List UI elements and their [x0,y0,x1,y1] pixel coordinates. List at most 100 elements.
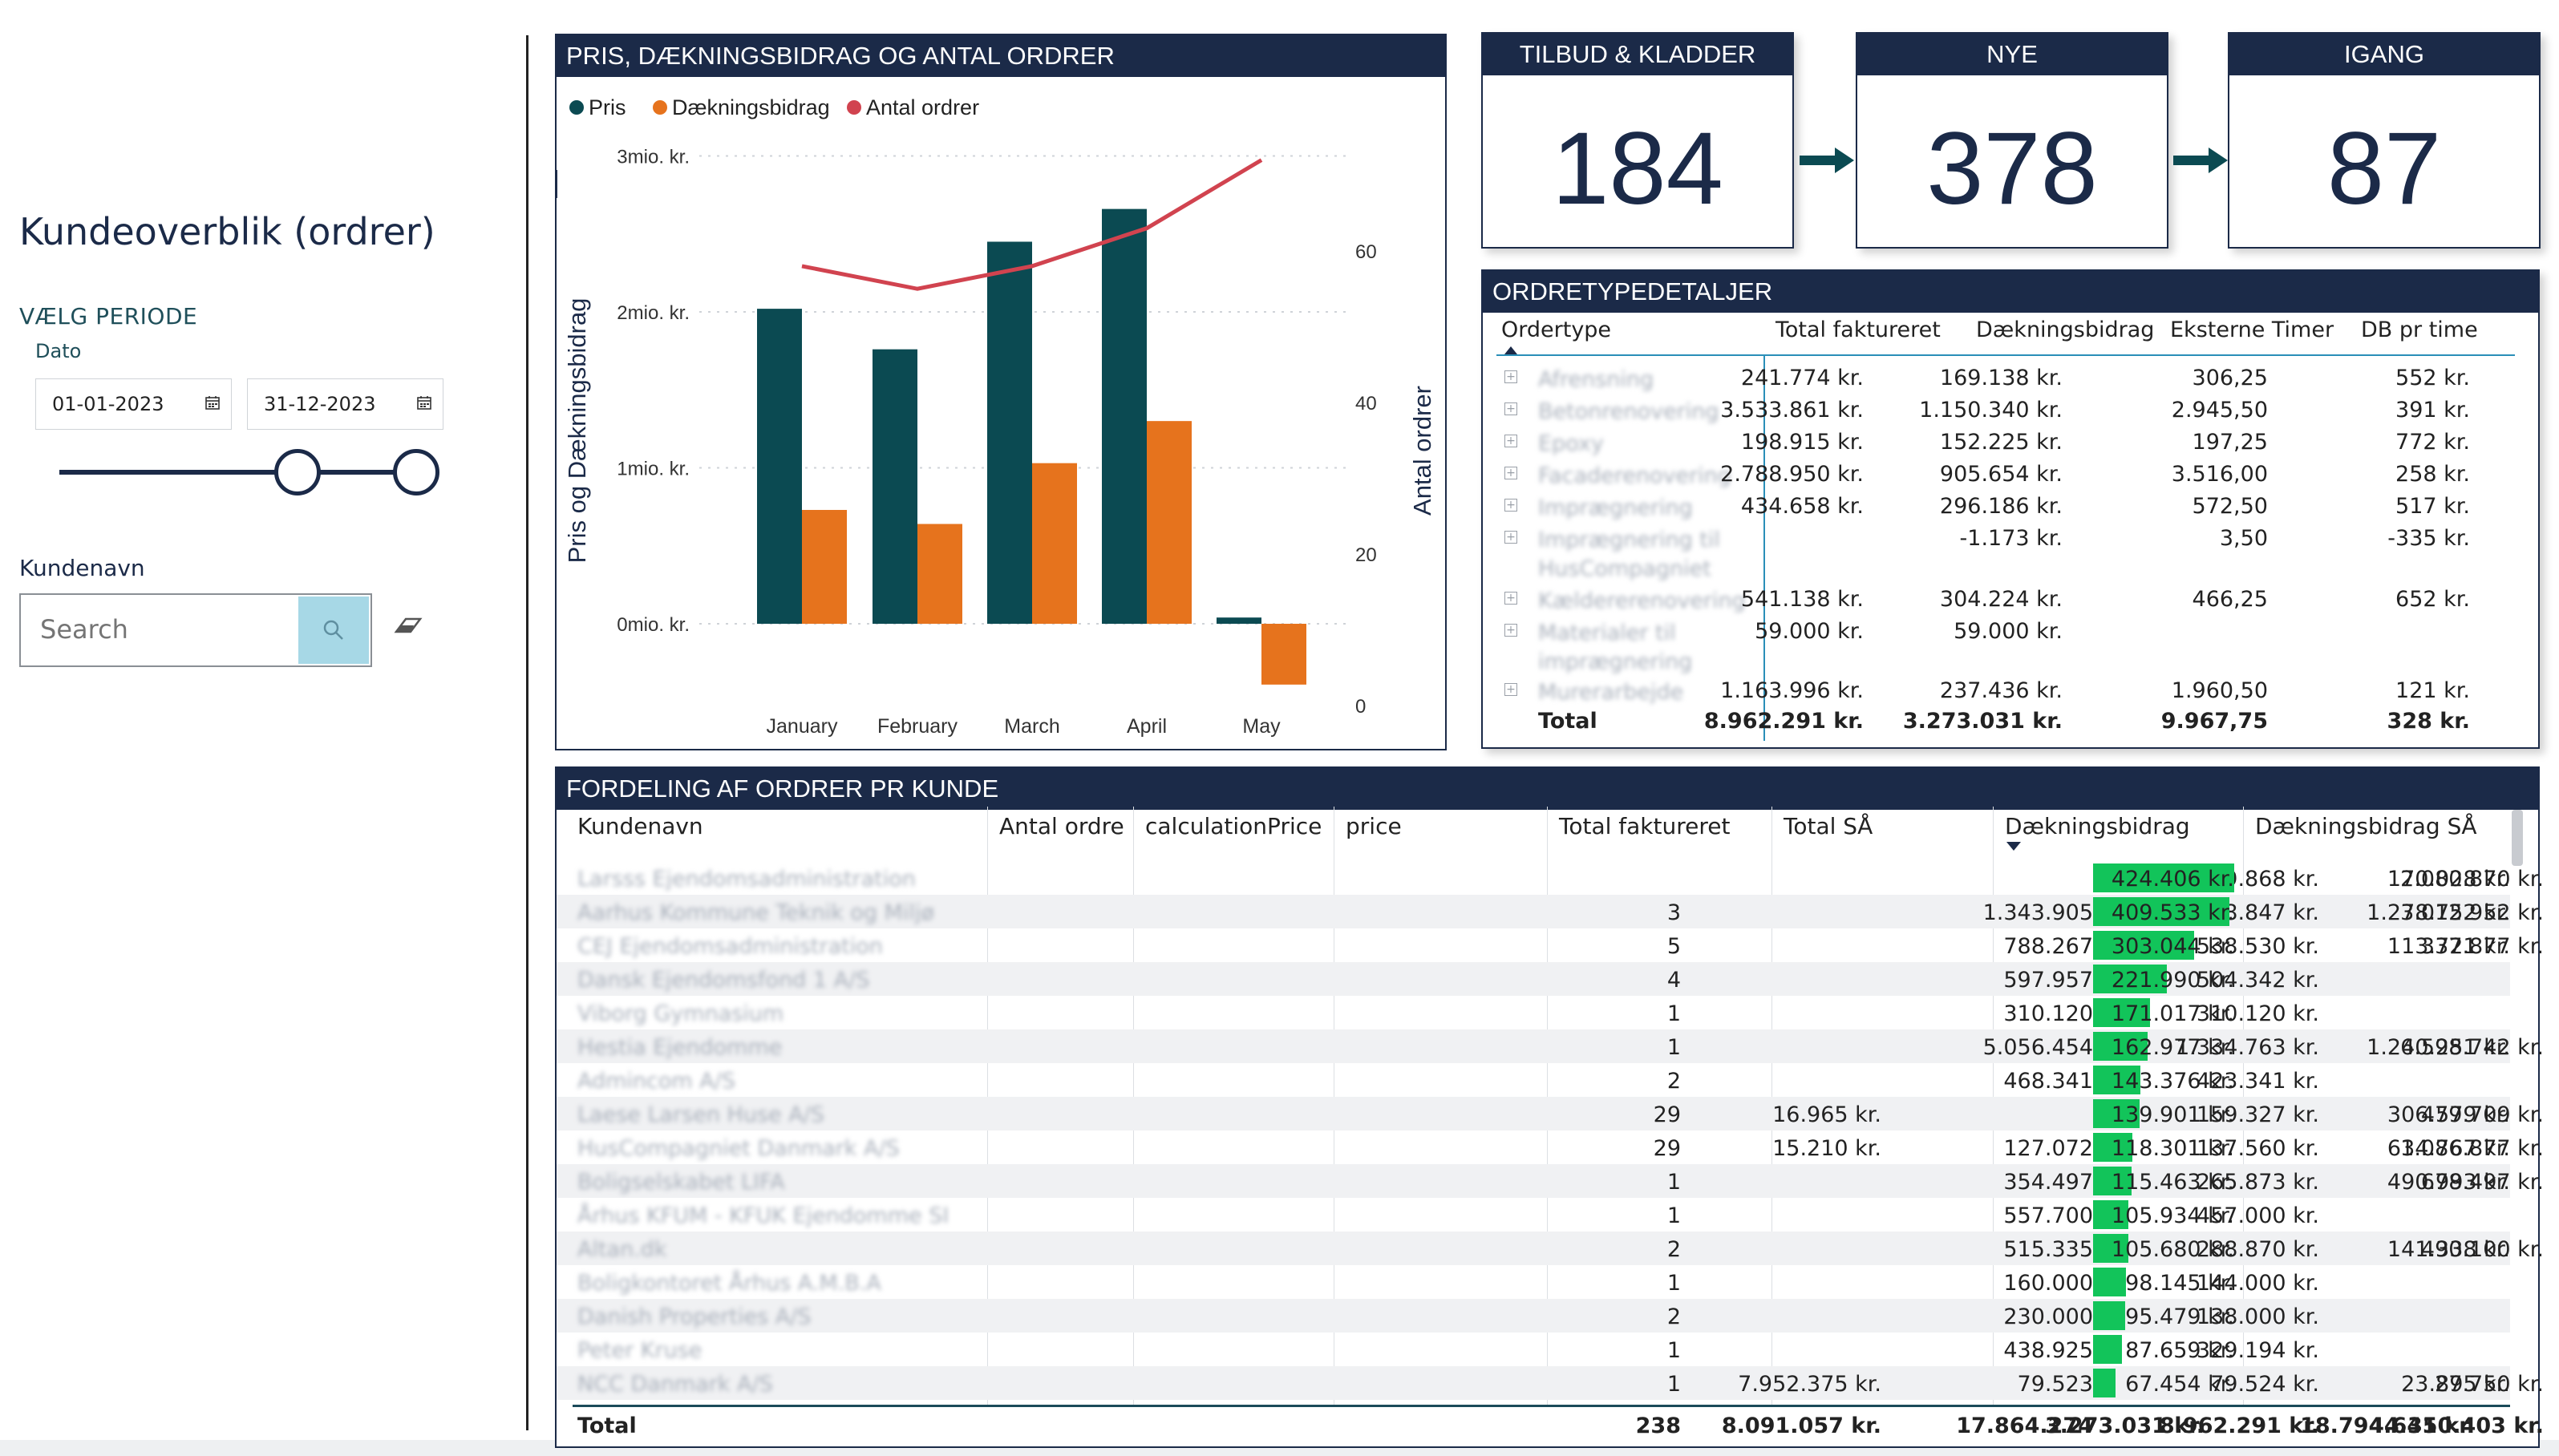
customer-row[interactable]: Larsss Ejendomsadministration 459.868 kr.… [557,861,2544,895]
ordertype-row[interactable]: + Materialer til imprægnering 59.000 kr. 59… [1484,619,2513,678]
customer-price: 468.341 [2003,1069,2093,1094]
ct-header-price[interactable]: price [1346,813,1402,839]
ordertype-total: 3.533.861 kr. [1720,398,1864,423]
ordertype-total: 59.000 kr. [1755,619,1864,644]
ordertype-header-type[interactable]: Ordertype [1501,317,1612,342]
eraser-icon[interactable] [393,613,425,637]
expand-icon[interactable]: + [1504,531,1517,544]
ordertype-row[interactable]: + Murerarbejde 1.163.996 kr. 237.436 kr. 1.9… [1484,678,2513,710]
date-to-input[interactable]: 31-12-2023 [247,378,443,430]
customer-price: 310.120 [2003,1001,2093,1026]
ordertype-row[interactable]: + Betonrenovering 3.533.861 kr. 1.150.340 k… [1484,398,2513,430]
sort-down-icon[interactable] [2006,842,2021,851]
expand-icon[interactable]: + [1504,499,1517,512]
customer-row[interactable]: Admincom A/S 2 468.341 423.341 kr. 143.376 k… [557,1063,2510,1097]
customer-price: 79.523 [2017,1372,2093,1397]
total-label: Total [1538,709,1597,734]
ordertype-hours: 3.516,00 [2171,462,2268,487]
ordertype-title: ORDRETYPEDETALJER [1483,271,2538,313]
calendar-icon[interactable] [417,395,431,410]
ordertype-header-hours[interactable]: Eksterne Timer [2170,317,2334,342]
calendar-icon[interactable] [205,395,220,410]
expand-icon[interactable]: + [1504,435,1517,447]
customer-row[interactable]: Aarhus Kommune Teknik og Miljø 3 1.343.905… [557,895,2544,928]
x-tick-label: May [1242,715,1281,738]
kpi-value: 87 [2326,111,2442,226]
ct-header-dbsa[interactable]: Dækningsbidrag SÅ [2255,813,2477,839]
customer-row[interactable]: Altan.dk 2 515.335 288.870 kr. 490.100 kr. 10… [557,1232,2544,1265]
table-scrollbar[interactable] [2512,810,2523,866]
customer-row[interactable]: NCC Danmark A/S 1 7.952.375 kr. 79.523 79.52… [557,1366,2544,1400]
legend-label: Pris [589,95,626,119]
customer-dbsa: 306.579 kr. [2387,1102,2510,1127]
ordertype-row[interactable]: + Epoxy 198.915 kr. 152.225 kr. 197,25 772 kr… [1484,430,2513,462]
expand-icon[interactable]: + [1504,370,1517,383]
ordertype-row[interactable]: + Afrensning 241.774 kr. 169.138 kr. 306,25 5… [1484,366,2513,398]
kpi-label: NYE [1857,34,2167,75]
ordertype-dbh: 552 kr. [2395,366,2470,390]
customer-row[interactable]: CEJ Ejendomsadministration 5 788.267 538.53… [557,928,2544,962]
ct-total-line [573,1405,2510,1407]
expand-icon[interactable]: + [1504,624,1517,637]
ct-header-count[interactable]: Antal ordre [999,813,1124,839]
ordertype-total-row: Total 8.962.291 kr. 3.273.031 kr. 9.967,… [1484,709,2513,741]
ct-header-total[interactable]: Total faktureret [1559,813,1731,839]
customer-row[interactable]: Viborg Gymnasium 1 310.120 310.120 kr. 171.0… [557,996,2510,1029]
date-slider-end-handle[interactable] [393,449,439,495]
customer-row[interactable]: Boligkontoret Århus A.M.B.A 1 160.000 144.0… [557,1265,2510,1299]
ordertype-db: 152.225 kr. [1939,430,2063,455]
customer-row[interactable]: Århus KFUM - KFUK Ejendomme SI 1 557.700 45… [557,1198,2510,1232]
search-button[interactable] [298,597,369,664]
customer-row[interactable]: HusCompagniet Danmark A/S 29 15.210 kr. 127… [557,1130,2544,1164]
customer-price: 354.497 [2003,1170,2093,1195]
customer-row[interactable]: Hestia Ejendomme 1 5.056.454 1.334.763 kr. 6… [557,1029,2544,1063]
expand-icon[interactable]: + [1504,592,1517,605]
customer-row[interactable]: Boligselskabet LIFA 1 354.497 265.873 kr. 67… [557,1164,2544,1198]
expand-icon[interactable]: + [1504,402,1517,415]
y2-tick-label: 60 [1355,241,1377,263]
customer-total: 138.000 kr. [2196,1304,2319,1329]
customer-row[interactable]: Peter Kruse 1 438.925 329.194 kr. 87.659 kr. [557,1333,2510,1366]
sort-up-icon[interactable] [1504,346,1517,354]
total-db: 3.273.031 kr. [1902,709,2063,734]
ordertype-name: Imprægnering til HusCompagniet [1538,528,1720,581]
ordertype-hours: 3,50 [2219,526,2268,551]
ordertype-row[interactable]: + Facaderenovering 2.788.950 kr. 905.654 kr… [1484,462,2513,494]
customer-price: 597.957 [2003,968,2093,993]
kpi-label: IGANG [2229,34,2539,75]
date-slider-track[interactable] [59,470,417,475]
legend-label: Dækningsbidrag [672,95,830,119]
total-dbsa: 18.794.641 kr. [2300,1414,2475,1438]
customer-name: NCC Danmark A/S [577,1372,773,1397]
ordertype-row[interactable]: + Imprægnering 434.658 kr. 296.186 kr. 572,5… [1484,494,2513,526]
db-databar [2093,1099,2140,1128]
ordertype-row[interactable]: + Imprægnering til HusCompagniet -1.173 kr… [1484,526,2513,587]
ct-header-name[interactable]: Kundenavn [577,813,703,839]
date-slider-start-handle[interactable] [274,449,321,495]
ordertype-name: Imprægnering [1538,495,1693,520]
ct-header-db[interactable]: Dækningsbidrag [2005,813,2190,839]
customer-db: 162.977 kr. [2111,1035,2234,1060]
expand-icon[interactable]: + [1504,467,1517,479]
customer-row[interactable]: Laese Larsen Huse A/S 29 16.965 kr. 159.327… [557,1097,2544,1130]
ordertype-row[interactable]: + Kældererenovering 541.138 kr. 304.224 kr.… [1484,587,2513,619]
customer-db: 221.990 kr. [2111,968,2234,993]
search-input[interactable] [40,614,281,645]
customer-row[interactable]: Dansk Ejendomsfond 1 A/S 4 597.957 504.342 … [557,962,2510,996]
ordertype-header-db[interactable]: Dækningsbidrag [1976,317,2155,342]
y-tick-label: 1mio. kr. [617,459,690,480]
date-from-input[interactable]: 01-01-2023 [35,378,232,430]
total-faktureret: 8.962.291 kr. [2159,1414,2319,1438]
customer-name: Altan.dk [577,1237,667,1262]
customer-db: 67.454 kr. [2125,1372,2234,1397]
customer-count: 1 [1666,1271,1681,1296]
db-databar [2093,965,2167,993]
ct-header-sa[interactable]: Total SÅ [1784,813,1873,839]
customer-name: Larsss Ejendomsadministration [577,867,916,892]
ordertype-header-total[interactable]: Total faktureret [1776,317,1941,342]
expand-icon[interactable]: + [1504,683,1517,696]
ct-header-calc[interactable]: calculationPrice [1145,813,1322,839]
customer-db: 303.044 kr. [2111,934,2234,959]
customer-row[interactable]: Danish Properties A/S 2 230.000 138.000 kr.… [557,1299,2510,1333]
ordertype-header-dbh[interactable]: DB pr time [2361,317,2478,342]
